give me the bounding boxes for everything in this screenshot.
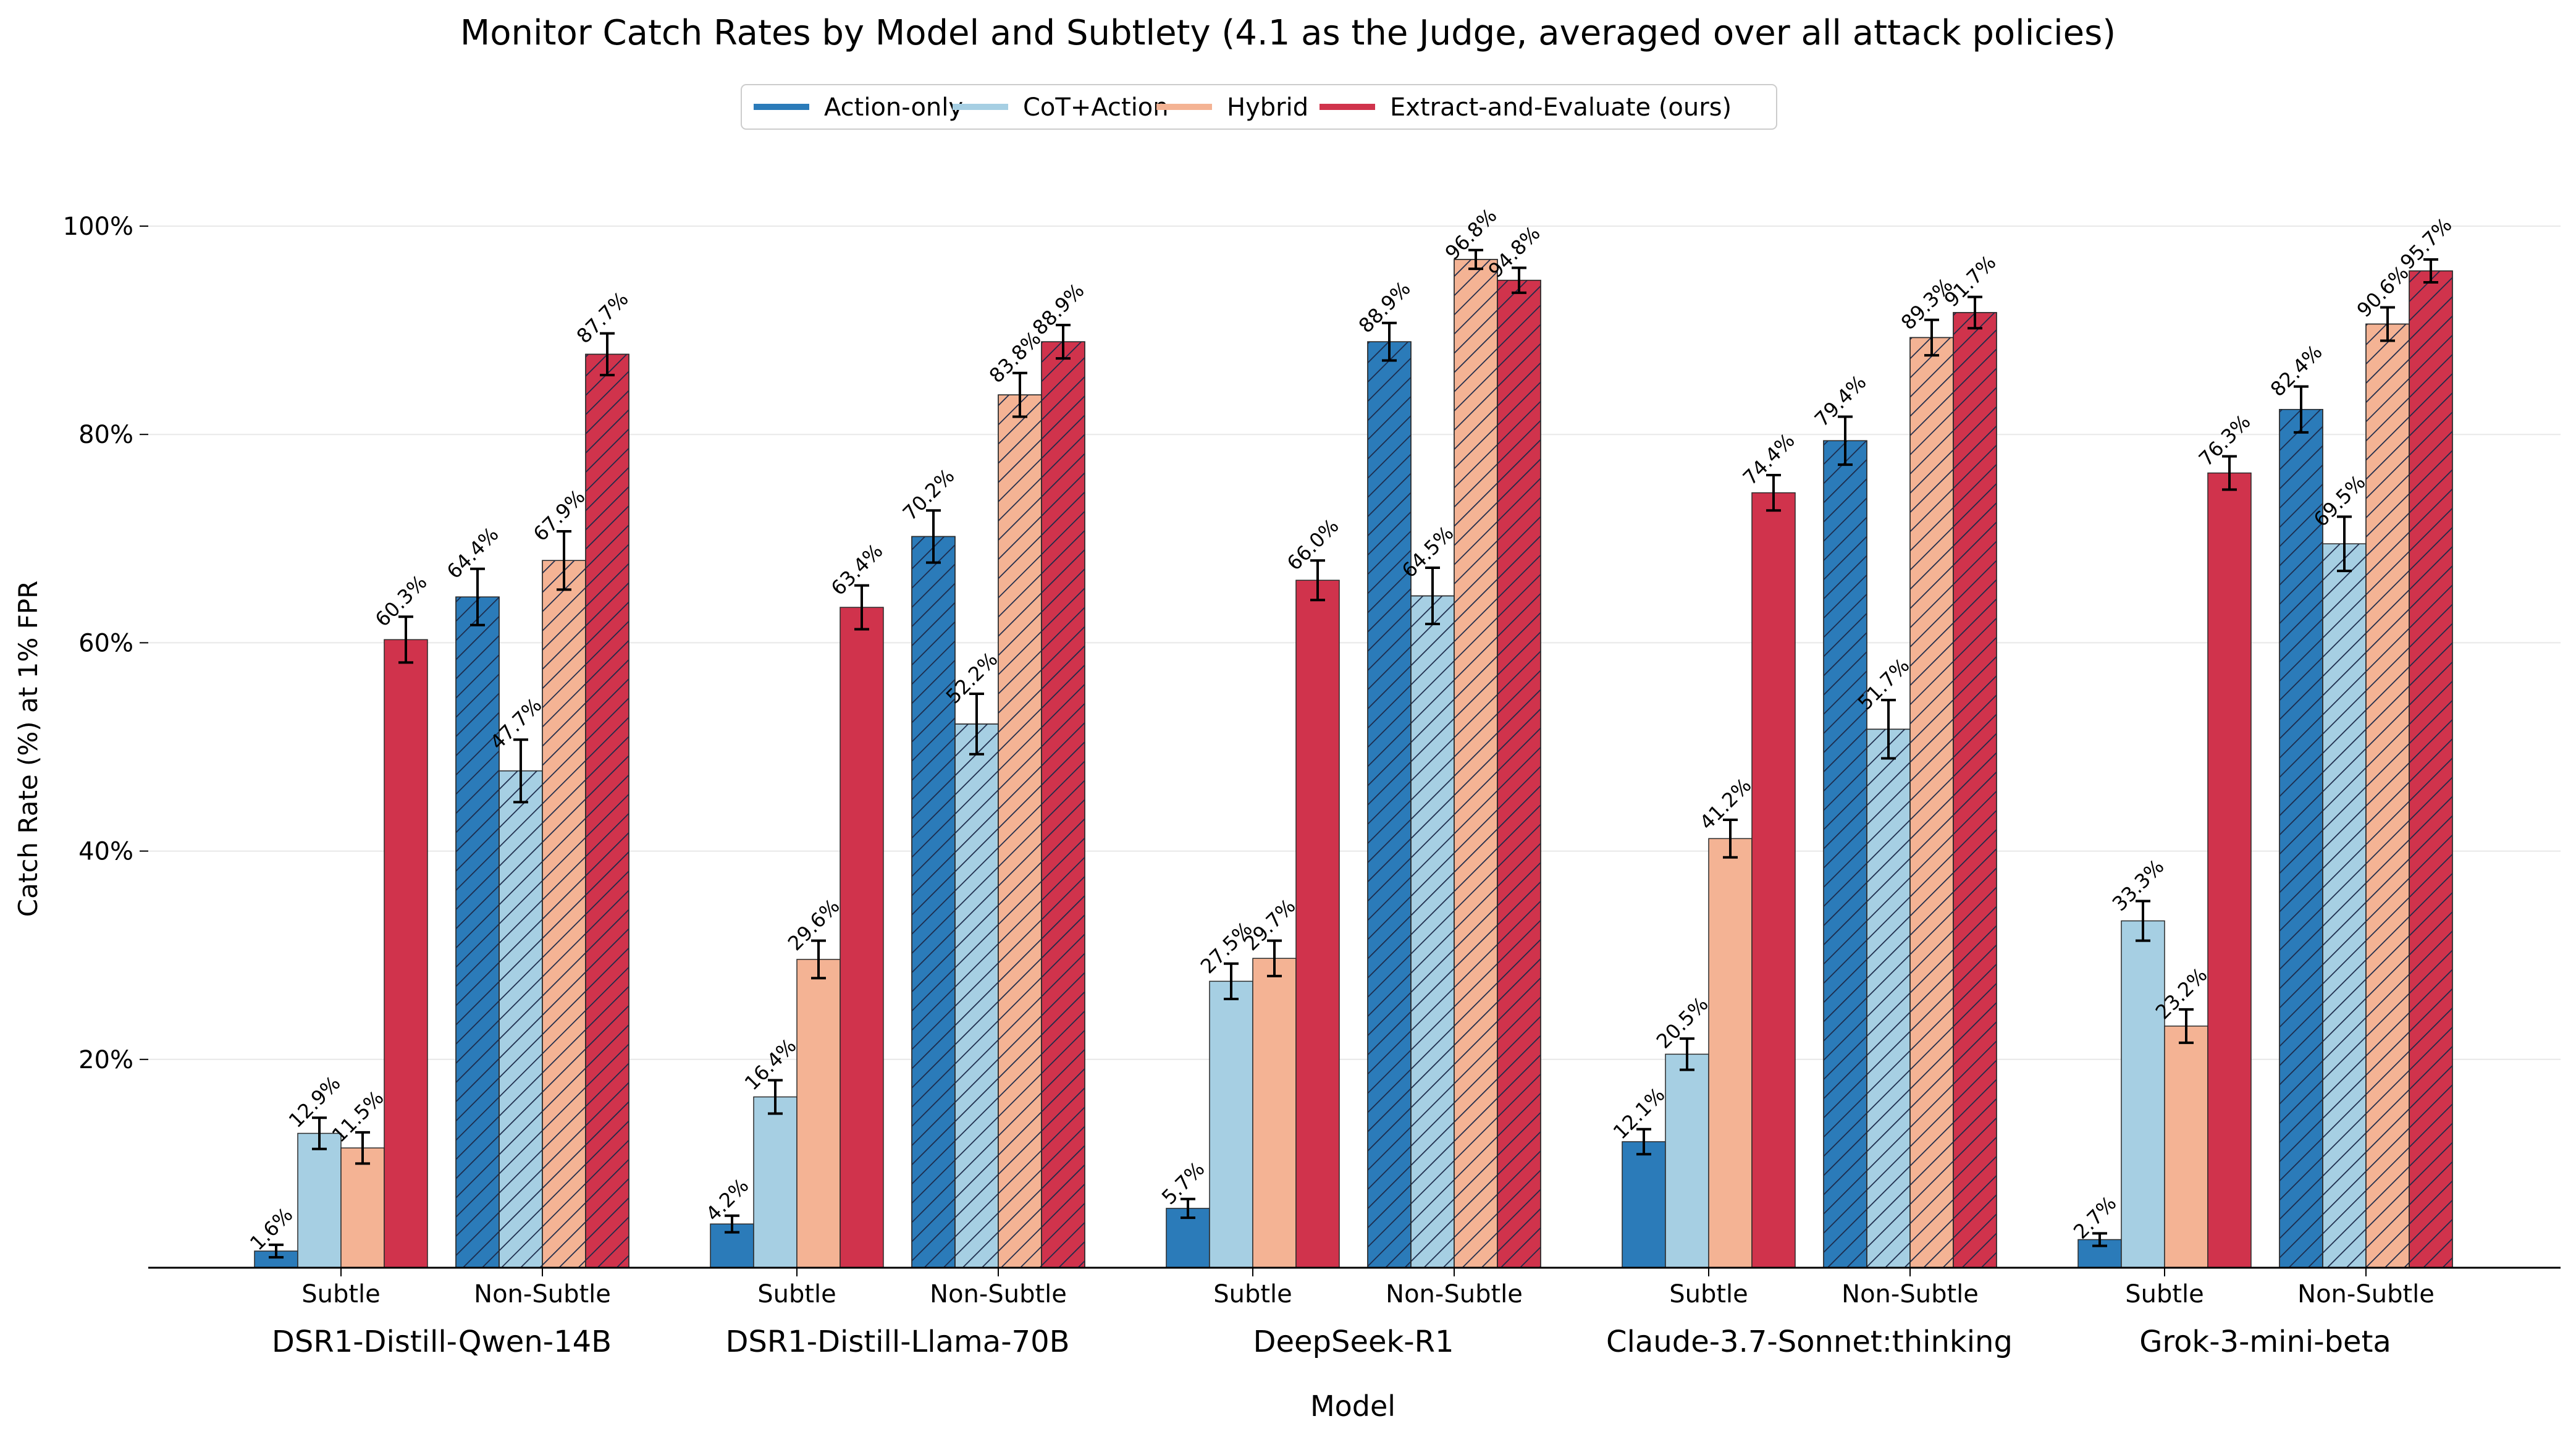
bar (384, 639, 428, 1268)
x-tick-label: Non-Subtle (1842, 1280, 1979, 1308)
bar-hatch (1454, 259, 1498, 1268)
data-label: 29.6% (783, 894, 844, 955)
y-tick-label: 100% (63, 213, 133, 241)
bar (1751, 492, 1796, 1268)
data-label: 88.9% (1028, 279, 1089, 340)
bar (297, 1132, 342, 1268)
bar (1252, 958, 1297, 1268)
x-tick-label: Subtle (301, 1280, 381, 1308)
y-axis-title: Catch Rate (%) at 1% FPR (13, 581, 43, 917)
data-label: 66.0% (1282, 514, 1344, 575)
bar-hatch (1866, 728, 1911, 1268)
y-tick-label: 40% (78, 838, 133, 866)
bar-hatch (1497, 279, 1541, 1268)
bar-hatch (1041, 341, 1085, 1268)
data-label: 5.7% (1157, 1157, 1209, 1209)
bar (1622, 1141, 1666, 1268)
data-label: 82.4% (2266, 340, 2327, 401)
x-tick-label: Non-Subtle (1386, 1280, 1523, 1308)
bar-hatch (2365, 323, 2410, 1268)
legend: Action-only CoT+Action Hybrid Extract-and-E… (741, 84, 1777, 130)
error-bars (269, 248, 2438, 1259)
bar-hatch (542, 560, 586, 1268)
model-label: Grok-3-mini-beta (2139, 1325, 2391, 1359)
bar (2207, 472, 2252, 1268)
data-label: 83.8% (985, 327, 1046, 388)
bar (796, 959, 841, 1268)
legend-label: CoT+Action (1023, 93, 1169, 122)
data-label: 41.2% (1695, 773, 1756, 835)
model-label: DSR1-Distill-Llama-70B (725, 1325, 1069, 1359)
bar (840, 607, 884, 1268)
data-label: 33.3% (2108, 854, 2169, 916)
data-label: 64.4% (442, 523, 503, 584)
x-tick-label: Subtle (1669, 1280, 1748, 1308)
bar (1665, 1053, 1709, 1268)
bar-hatch (1823, 440, 1867, 1268)
y-tick-label: 80% (78, 421, 133, 449)
data-label: 96.8% (1441, 204, 1502, 265)
x-tick-label: Subtle (1213, 1280, 1292, 1308)
bar-hatch (585, 353, 629, 1268)
data-label: 63.4% (827, 539, 888, 601)
chart-title: Monitor Catch Rates by Model and Subtlet… (460, 13, 2116, 53)
data-label: 74.4% (1738, 429, 1799, 490)
data-label: 76.3% (2194, 410, 2255, 471)
x-axis-title: Model (1310, 1389, 1395, 1423)
x-tick-label: Subtle (2125, 1280, 2204, 1308)
bar-hatch (2409, 270, 2453, 1268)
bar (753, 1096, 798, 1268)
bar (1708, 838, 1753, 1268)
bar-hatch (998, 394, 1042, 1268)
legend-label: Hybrid (1227, 93, 1308, 122)
bar-hatch (954, 723, 999, 1268)
data-label: 91.7% (1940, 250, 2001, 311)
data-label: 95.7% (2396, 213, 2457, 274)
y-tick-label: 60% (78, 629, 133, 657)
x-tick-label: Non-Subtle (474, 1280, 611, 1308)
bar-hatch (2322, 543, 2367, 1268)
data-label: 1.6% (245, 1203, 297, 1255)
axes: 20% 40% 60% 80% 100% Subtle Non-Subtle DSR1-Dis… (63, 213, 2561, 1359)
bar-hatch (1953, 312, 1997, 1268)
data-label: 67.9% (529, 485, 590, 546)
model-label: Claude-3.7-Sonnet:thinking (1606, 1325, 2013, 1359)
model-label: DSR1-Distill-Qwen-14B (272, 1325, 612, 1359)
bars (254, 259, 2453, 1268)
bar-hatch (1367, 341, 1412, 1268)
bar-hatch (499, 770, 543, 1268)
bar-hatch (1410, 595, 1455, 1268)
y-tick-label: 20% (78, 1046, 133, 1074)
x-tick-label: Non-Subtle (930, 1280, 1067, 1308)
data-label: 4.2% (701, 1174, 753, 1226)
data-label: 16.4% (740, 1034, 801, 1095)
data-label: 87.7% (572, 287, 633, 348)
data-label: 29.7% (1239, 894, 1300, 955)
legend-label: Action-only (824, 93, 963, 122)
data-label: 12.1% (1609, 1083, 1670, 1144)
data-label: 88.9% (1354, 277, 1415, 338)
bar-hatch (1909, 337, 1954, 1268)
model-label: DeepSeek-R1 (1253, 1325, 1454, 1359)
x-tick-label: Non-Subtle (2297, 1280, 2435, 1308)
data-label: 90.6% (2352, 261, 2414, 322)
legend-label: Extract-and-Evaluate (ours) (1390, 93, 1732, 122)
data-label: 2.7% (2069, 1191, 2121, 1243)
data-label: 20.5% (1652, 992, 1713, 1053)
data-label: 60.3% (371, 570, 432, 631)
bar (2164, 1026, 2208, 1268)
data-label: 70.2% (898, 464, 959, 525)
bar-hatch (455, 596, 500, 1268)
bar (2121, 920, 2165, 1268)
x-tick-label: Subtle (757, 1280, 836, 1308)
data-label: 94.8% (1484, 221, 1545, 282)
bar (1295, 579, 1340, 1268)
bar (1209, 980, 1253, 1268)
bar (340, 1147, 385, 1268)
bar-hatch (2279, 408, 2323, 1268)
data-label: 79.4% (1810, 370, 1871, 431)
bar-hatch (911, 536, 956, 1268)
legend-box (741, 84, 1777, 130)
